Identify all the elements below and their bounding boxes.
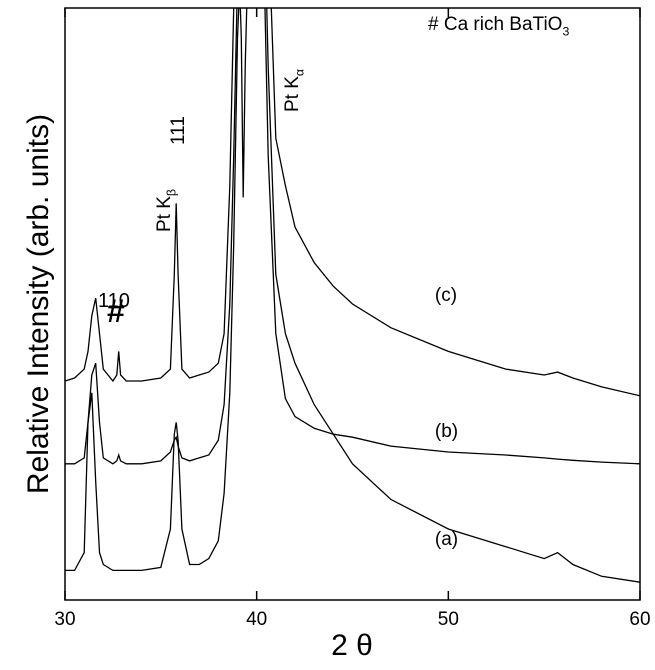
series-label: (b) xyxy=(435,421,458,442)
annotation-subscript: 3 xyxy=(562,25,569,39)
x-tick-label: 50 xyxy=(438,609,459,630)
x-axis-label: 2 θ xyxy=(331,629,373,662)
annotation-subscript: α xyxy=(293,69,307,76)
annotation: 110 xyxy=(98,290,130,312)
annotation-text: Pt K xyxy=(282,76,303,112)
annotation: # Ca rich BaTiO3 xyxy=(428,14,569,39)
series-label: (c) xyxy=(435,285,457,306)
annotation-text: # xyxy=(107,293,125,329)
annotation-subscript: β xyxy=(165,189,179,196)
series-line xyxy=(65,8,640,397)
series-line xyxy=(65,8,640,583)
annotation: # xyxy=(107,293,125,329)
annotation-text: 111 xyxy=(168,116,189,145)
plot-frame xyxy=(64,7,641,601)
plot-area xyxy=(65,8,640,583)
series-label: (a) xyxy=(435,529,458,550)
x-tick-label: 60 xyxy=(629,609,650,630)
x-tick-label: 30 xyxy=(54,609,75,630)
annotation-text: 110 xyxy=(98,290,130,312)
x-tick-label: 40 xyxy=(246,609,267,630)
annotation: Pt Kα xyxy=(282,69,307,112)
annotation-text: # Ca rich BaTiO xyxy=(428,14,562,35)
y-axis-label: Relative Intensity (arb. units) xyxy=(22,114,55,494)
series-line xyxy=(65,8,640,465)
annotation: Pt Kβ xyxy=(154,189,179,232)
annotation: 111 xyxy=(168,116,189,145)
annotation-text: Pt K xyxy=(154,196,175,232)
